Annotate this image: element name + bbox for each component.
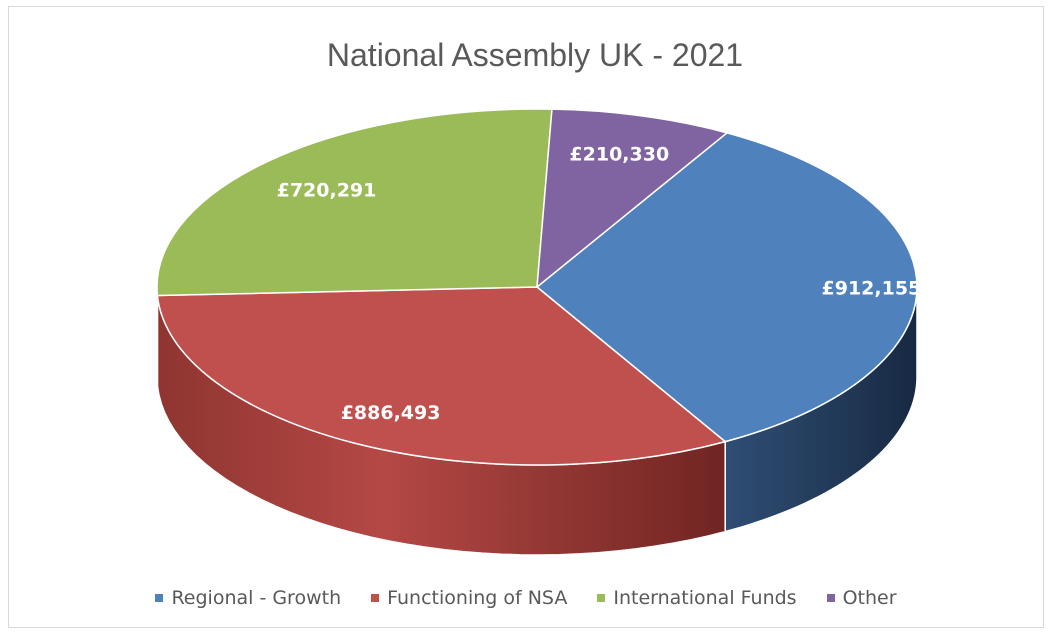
pie-labels: £912,155 £886,493 £720,291 £210,330 xyxy=(277,144,922,424)
pie-slice-other xyxy=(536,108,728,288)
legend-item-other: Other xyxy=(826,587,897,609)
legend-swatch xyxy=(826,594,835,602)
legend-label: International Funds xyxy=(613,587,797,609)
legend: Regional - Growth Functioning of NSA Inter… xyxy=(0,583,1052,613)
legend-swatch xyxy=(155,594,164,602)
pie-tops xyxy=(156,108,918,466)
data-label-regional-growth: £912,155 xyxy=(822,277,922,299)
legend-label: Regional - Growth xyxy=(171,587,342,609)
legend-label: Other xyxy=(842,587,897,609)
legend-swatch xyxy=(371,594,380,602)
legend-item-international-funds: International Funds xyxy=(597,587,797,609)
pie-slice-functioning-of-nsa xyxy=(156,286,726,466)
legend-swatch xyxy=(597,594,606,602)
legend-item-regional-growth: Regional - Growth xyxy=(155,587,341,609)
chart-title: National Assembly UK - 2021 xyxy=(327,37,743,73)
data-label-functioning-of-nsa: £886,493 xyxy=(341,402,441,424)
legend-label: Functioning of NSA xyxy=(387,587,568,609)
pie-slice-international-funds xyxy=(156,108,553,297)
data-label-other: £210,330 xyxy=(569,144,669,166)
legend-item-functioning-of-nsa: Functioning of NSA xyxy=(371,587,567,609)
data-label-international-funds: £720,291 xyxy=(277,179,377,201)
